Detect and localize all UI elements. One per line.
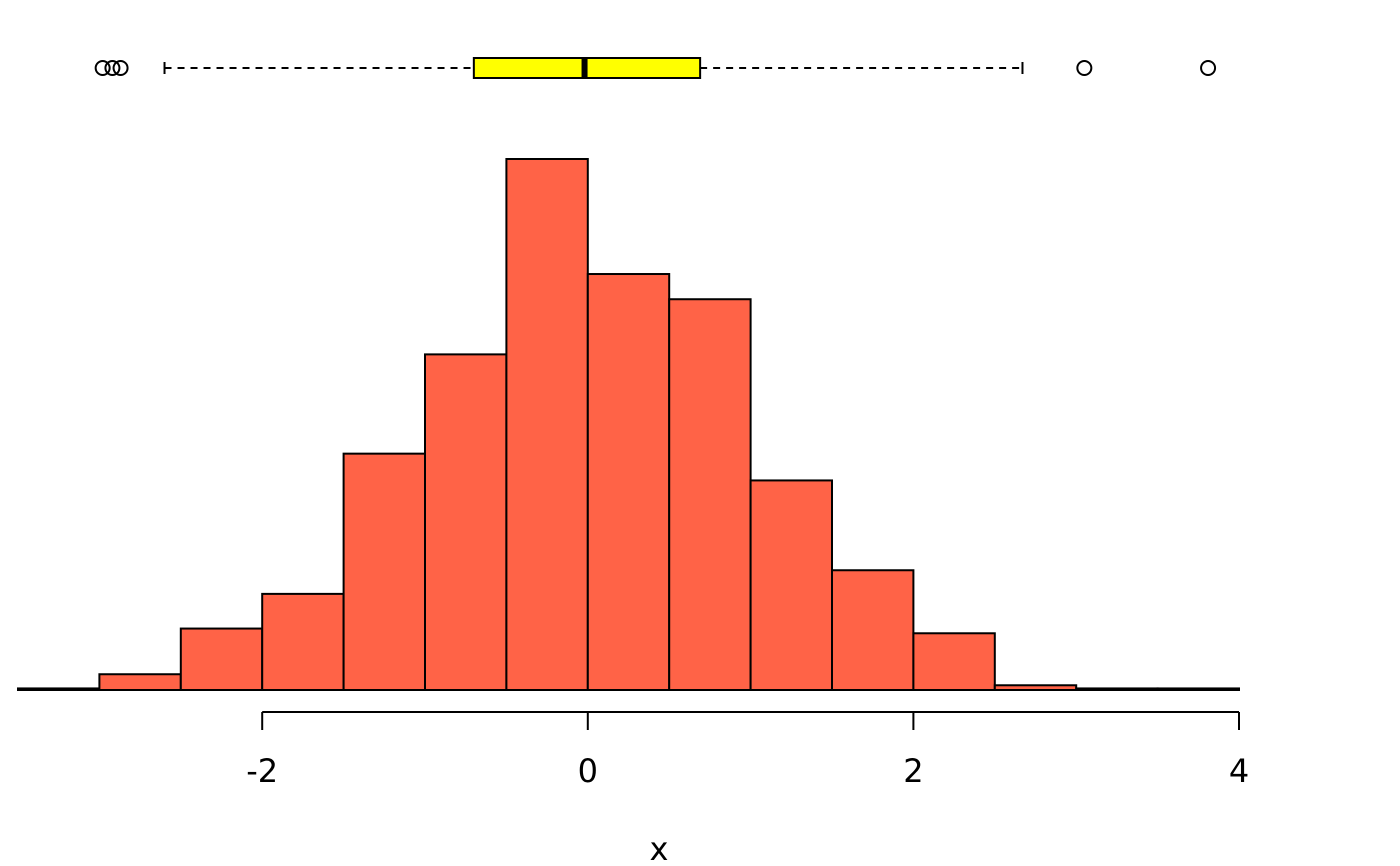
x-axis-title: x xyxy=(650,830,669,866)
boxplot xyxy=(94,57,1217,79)
boxplot-outlier xyxy=(104,60,121,76)
histogram-bar xyxy=(98,673,182,692)
boxplot-outlier xyxy=(1076,60,1093,76)
histogram-bar xyxy=(1156,687,1240,691)
boxplot-outlier xyxy=(1200,60,1217,76)
histogram-bar xyxy=(912,632,996,691)
x-tick-label: 2 xyxy=(903,752,923,790)
x-tick-label: 0 xyxy=(578,752,598,790)
histogram-bar xyxy=(586,273,671,691)
histogram-bar xyxy=(179,627,264,691)
histogram-bar xyxy=(749,479,833,691)
histogram-bar xyxy=(17,687,101,691)
histogram-bar xyxy=(505,158,589,691)
boxplot-outlier xyxy=(112,60,129,76)
x-axis: -2 0 2 4 xyxy=(246,711,1249,790)
histogram xyxy=(17,158,1240,692)
histogram-bar xyxy=(1075,687,1159,691)
histogram-bar xyxy=(261,592,345,692)
boxplot-outlier xyxy=(94,60,111,76)
histogram-bar xyxy=(424,353,508,691)
histogram-bar xyxy=(342,452,427,691)
histogram-bar xyxy=(668,298,752,691)
x-tick-label: 4 xyxy=(1229,752,1249,790)
x-tick-label: -2 xyxy=(246,752,278,790)
histogram-bar xyxy=(831,569,915,692)
histogram-bar xyxy=(993,684,1078,692)
